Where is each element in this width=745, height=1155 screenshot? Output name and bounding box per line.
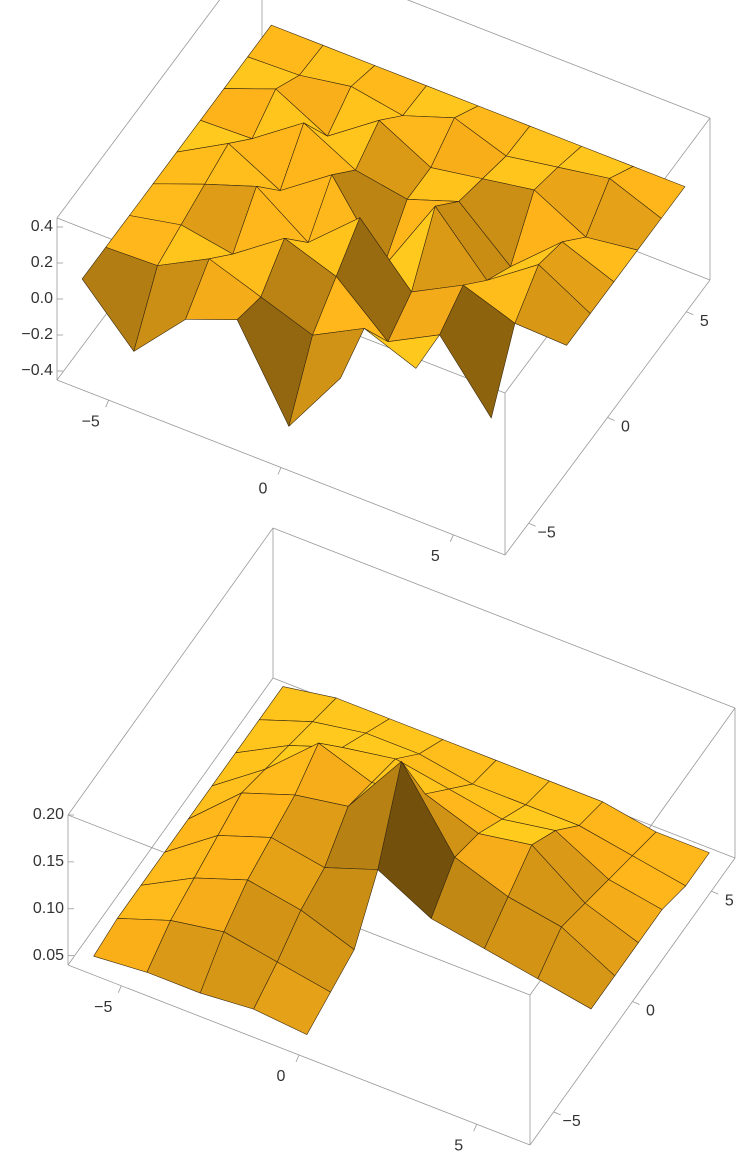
surface-cell (253, 961, 331, 1035)
z-tick-label: 0.2 (31, 254, 53, 271)
x-tick (473, 1124, 478, 1132)
y-tick-label: −5 (538, 524, 556, 541)
y-tick (632, 1001, 640, 1005)
z-tick-label: 0.10 (33, 900, 64, 917)
x-tick-label: 0 (259, 481, 268, 498)
y-tick-label: 0 (621, 419, 630, 436)
box-edge (406, 0, 711, 119)
x-tick (295, 1054, 300, 1063)
z-tick-label: −0.2 (21, 326, 53, 343)
box-edge (272, 527, 736, 709)
box-edge (67, 527, 274, 816)
x-tick-label: 5 (454, 1137, 463, 1154)
y-tick-label: −5 (563, 1113, 581, 1130)
y-tick-label: 5 (700, 313, 709, 330)
y-tick (528, 522, 536, 527)
z-tick-label: 0.05 (33, 947, 64, 964)
x-tick-label: 5 (431, 548, 440, 565)
surface-cell (537, 926, 616, 1010)
x-tick (105, 400, 110, 408)
y-tick (711, 890, 719, 895)
y-tick (686, 311, 694, 316)
x-tick (277, 467, 282, 475)
surface-cell (514, 264, 591, 346)
y-tick-label: 0 (646, 1003, 655, 1020)
y-tick (553, 1111, 561, 1116)
x-tick-label: 0 (277, 1068, 286, 1085)
x-tick-label: −5 (94, 999, 112, 1016)
z-tick-label: 0.0 (31, 290, 53, 307)
box-edge (56, 0, 221, 219)
x-tick (449, 534, 454, 542)
x-tick (117, 985, 122, 993)
y-tick (607, 417, 615, 421)
z-tick-label: 0.4 (31, 218, 53, 235)
box-edge (67, 677, 274, 966)
z-tick-label: 0.20 (33, 806, 64, 823)
y-tick-label: 5 (725, 892, 734, 909)
x-tick-label: −5 (82, 413, 100, 430)
z-tick-label: −0.4 (21, 362, 53, 379)
z-tick-label: 0.15 (33, 853, 64, 870)
